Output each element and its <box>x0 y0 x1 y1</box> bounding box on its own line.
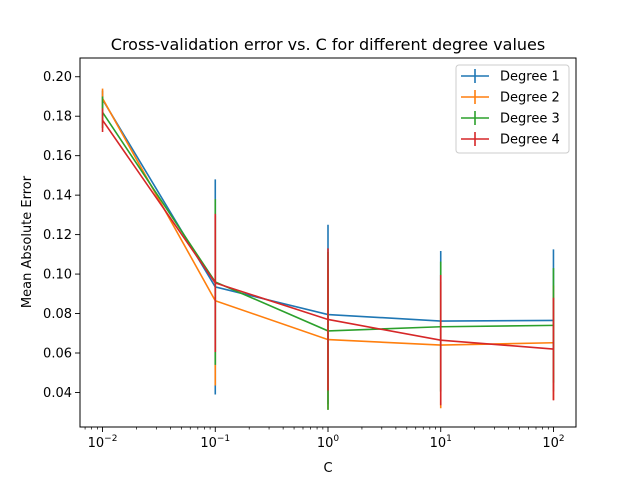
legend-item: Degree 1 <box>461 69 560 85</box>
x-axis-label: C <box>323 461 332 476</box>
chart-title: Cross-validation error vs. C for differe… <box>111 35 545 54</box>
y-tick-label: 0.06 <box>43 347 72 362</box>
legend-label: Degree 2 <box>500 91 560 106</box>
legend-label: Degree 1 <box>500 70 560 85</box>
series-4 <box>101 108 555 406</box>
plot-series <box>101 88 555 410</box>
y-axis-label: Mean Absolute Error <box>20 175 35 308</box>
y-tick-label: 0.18 <box>43 110 72 125</box>
y-tick-label: 0.08 <box>43 307 72 322</box>
legend-label: Degree 4 <box>500 133 560 148</box>
x-tick-label: 10−2 <box>88 434 118 451</box>
legend: Degree 1 Degree 2 Degree 3 Degree 4 <box>455 64 570 154</box>
x-tick-label: 10−1 <box>200 434 230 451</box>
legend-item: Degree 4 <box>461 132 560 148</box>
y-tick-label: 0.16 <box>43 149 72 164</box>
y-tick-label: 0.10 <box>43 268 72 283</box>
legend-label: Degree 3 <box>500 112 560 127</box>
x-tick-label: 101 <box>430 434 452 451</box>
legend-item: Degree 2 <box>461 90 560 106</box>
y-tick-label: 0.20 <box>43 70 72 85</box>
y-tick-label: 0.12 <box>43 228 72 243</box>
x-tick-label: 102 <box>542 434 564 451</box>
y-axis: 0.04 0.06 0.08 0.10 0.12 0.14 0.16 0.18 0.20 <box>43 70 80 401</box>
x-axis: 10−2 10−1 100 101 102 <box>84 427 565 451</box>
legend-item: Degree 3 <box>461 111 560 127</box>
x-tick-label: 100 <box>317 434 340 451</box>
legend-box <box>455 64 570 154</box>
y-tick-label: 0.14 <box>43 189 72 204</box>
y-tick-label: 0.04 <box>43 386 72 401</box>
